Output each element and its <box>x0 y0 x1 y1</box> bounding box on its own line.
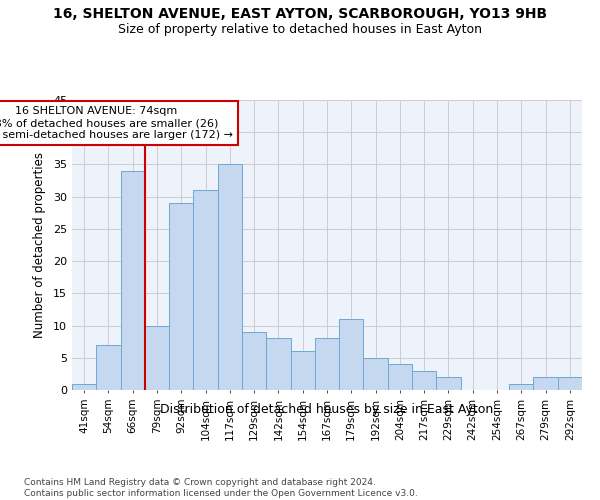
Bar <box>145 326 169 390</box>
Bar <box>96 345 121 390</box>
Bar <box>436 377 461 390</box>
Bar <box>533 377 558 390</box>
Y-axis label: Number of detached properties: Number of detached properties <box>33 152 46 338</box>
Bar <box>266 338 290 390</box>
Text: Distribution of detached houses by size in East Ayton: Distribution of detached houses by size … <box>160 402 494 415</box>
Bar <box>558 377 582 390</box>
Bar <box>388 364 412 390</box>
Bar <box>169 203 193 390</box>
Bar <box>193 190 218 390</box>
Bar <box>242 332 266 390</box>
Bar <box>218 164 242 390</box>
Text: Size of property relative to detached houses in East Ayton: Size of property relative to detached ho… <box>118 22 482 36</box>
Bar <box>121 171 145 390</box>
Bar <box>315 338 339 390</box>
Text: Contains HM Land Registry data © Crown copyright and database right 2024.
Contai: Contains HM Land Registry data © Crown c… <box>24 478 418 498</box>
Bar <box>509 384 533 390</box>
Bar <box>72 384 96 390</box>
Bar <box>290 352 315 390</box>
Bar <box>339 319 364 390</box>
Bar <box>364 358 388 390</box>
Bar <box>412 370 436 390</box>
Text: 16, SHELTON AVENUE, EAST AYTON, SCARBOROUGH, YO13 9HB: 16, SHELTON AVENUE, EAST AYTON, SCARBORO… <box>53 8 547 22</box>
Text: 16 SHELTON AVENUE: 74sqm
← 13% of detached houses are smaller (26)
86% of semi-d: 16 SHELTON AVENUE: 74sqm ← 13% of detach… <box>0 106 233 140</box>
